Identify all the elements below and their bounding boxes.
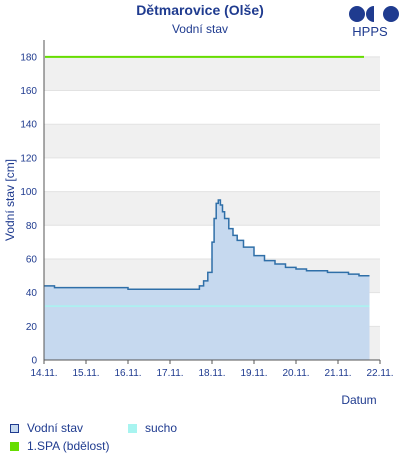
legend-swatch-water-level (10, 423, 19, 433)
x-axis-title: Datum (341, 393, 376, 407)
legend-swatch-sucho (128, 423, 137, 433)
legend: Vodní stav sucho 1.SPA (bdělost) (10, 420, 390, 456)
y-tick-label: 180 (20, 52, 37, 63)
y-tick-label: 140 (20, 120, 37, 131)
chart-title: Dětmarovice (Olše) (136, 2, 264, 18)
legend-label-sucho: sucho (145, 421, 178, 435)
logo-circle-right (383, 6, 399, 22)
logo-text: HPPS (352, 24, 388, 39)
y-tick-labels: 0 20 40 60 80 100 120 140 160 180 (20, 52, 37, 366)
y-tick-label: 20 (26, 322, 38, 333)
legend-label-water-level: Vodní stav (27, 421, 84, 435)
hpps-logo: HPPS (349, 6, 399, 39)
y-axis-title: Vodní stav [cm] (3, 159, 17, 241)
y-tick-label: 0 (31, 356, 37, 367)
logo-circle-left (349, 6, 365, 22)
legend-label-spa: 1.SPA (bdělost) (27, 439, 110, 453)
y-tick-label: 40 (26, 288, 38, 299)
water-level-line (44, 199, 370, 291)
y-tick-label: 80 (26, 221, 38, 232)
grid-band (44, 191, 380, 226)
x-tick-label: 15.11. (72, 368, 99, 379)
x-tick-label: 14.11. (30, 368, 57, 379)
x-tick-label: 19.11. (240, 368, 267, 379)
grid-band (44, 56, 380, 91)
x-tick-label: 22.11. (366, 368, 393, 379)
legend-swatch-spa (10, 441, 19, 451)
legend-item-sucho[interactable]: sucho (128, 420, 177, 436)
x-tick-label: 20.11. (282, 368, 309, 379)
water-level-area (44, 200, 370, 360)
chart-subtitle: Vodní stav (172, 22, 228, 36)
y-tick-label: 120 (20, 153, 37, 164)
logo-half-circle (366, 6, 374, 22)
x-tick-label: 17.11. (156, 368, 183, 379)
legend-item-spa[interactable]: 1.SPA (bdělost) (10, 438, 110, 454)
x-tick-labels: 14.11. 15.11. 16.11. 17.11. 18.11. 19.11. 20.1… (30, 360, 394, 379)
y-tick-label: 160 (20, 86, 37, 97)
x-tick-label: 21.11. (324, 368, 351, 379)
x-tick-label: 18.11. (198, 368, 225, 379)
x-tick-label: 16.11. (114, 368, 141, 379)
y-tick-label: 100 (20, 187, 37, 198)
y-tick-label: 60 (26, 254, 38, 265)
grid-band (44, 124, 380, 158)
legend-item-water-level[interactable]: Vodní stav (10, 420, 83, 436)
